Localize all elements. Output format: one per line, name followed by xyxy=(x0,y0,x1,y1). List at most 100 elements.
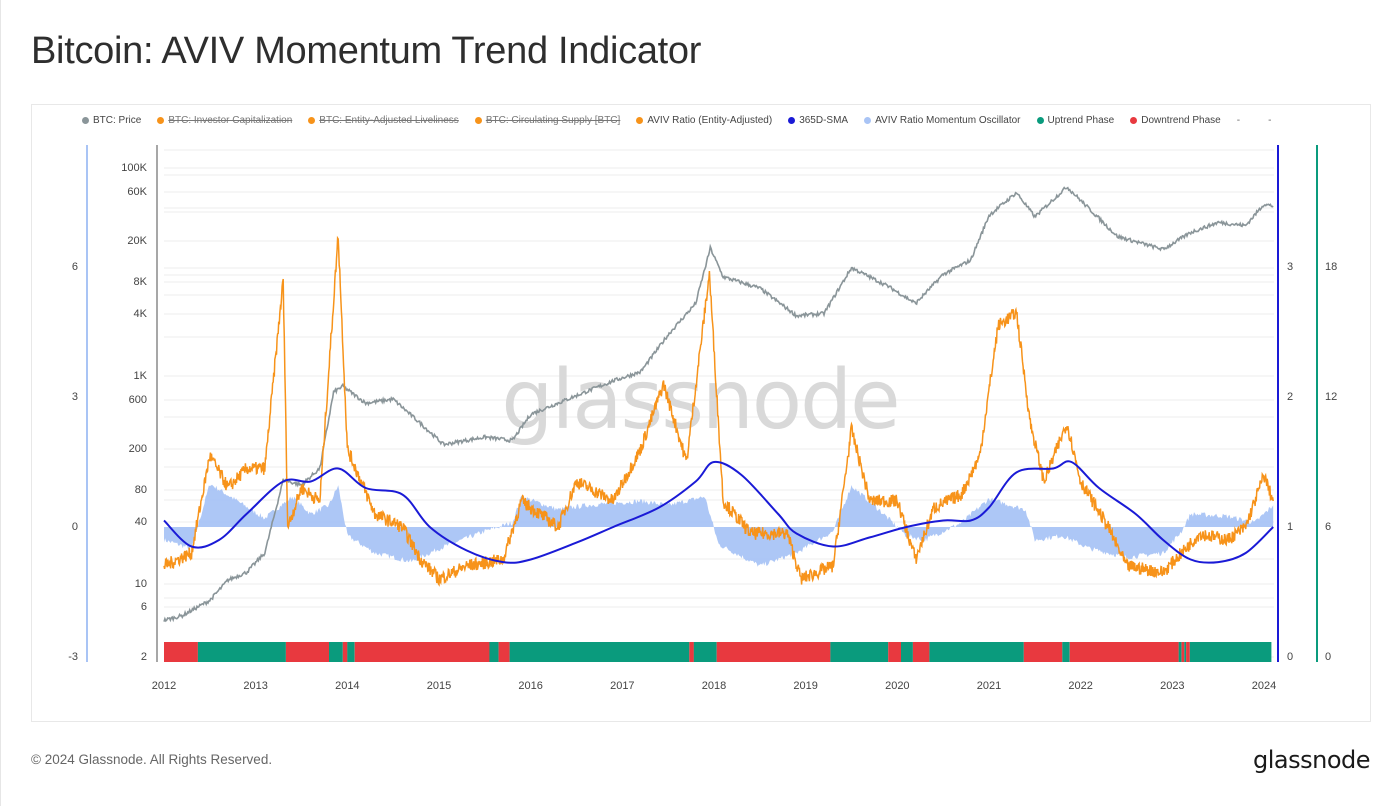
legend-dot-icon xyxy=(636,116,644,124)
downtrend-phase-segment xyxy=(1023,642,1063,662)
price-tick: 200 xyxy=(129,443,147,455)
x-axis-tick: 2021 xyxy=(977,680,1001,692)
x-axis-tick: 2015 xyxy=(427,680,451,692)
uptrend-phase-segment xyxy=(929,642,1024,662)
uptrend-phase-segment xyxy=(901,642,913,662)
series-lines xyxy=(163,186,1274,623)
uptrend-phase-segment xyxy=(830,642,889,662)
legend-label: Downtrend Phase xyxy=(1141,114,1221,126)
legend-dot-icon xyxy=(1130,116,1138,124)
downtrend-phase-segment xyxy=(1186,642,1190,662)
x-axis-tick: 2016 xyxy=(518,680,542,692)
glassnode-logo[interactable]: glassnode xyxy=(1252,746,1371,774)
downtrend-phase-segment xyxy=(888,642,901,662)
legend-item[interactable]: AVIV Ratio Momentum Oscillator xyxy=(864,115,1021,126)
uptrend-phase-segment xyxy=(197,642,286,662)
uptrend-phase-segment xyxy=(693,642,717,662)
oscillator-area xyxy=(164,484,1274,567)
downtrend-phase-segment xyxy=(354,642,490,662)
aviv-ratio-line xyxy=(163,235,1274,587)
downtrend-phase-segment xyxy=(285,642,329,662)
legend-dot-icon xyxy=(474,116,482,124)
phase-bar xyxy=(164,642,1272,662)
phase-tick: 6 xyxy=(1325,521,1331,533)
price-tick: 100K xyxy=(121,162,147,174)
price-tick: 80 xyxy=(135,484,147,496)
uptrend-phase-segment xyxy=(1178,642,1182,662)
downtrend-phase-segment xyxy=(498,642,510,662)
legend-item[interactable]: BTC: Circulating Supply [BTC] xyxy=(474,114,621,126)
downtrend-phase-segment xyxy=(689,642,694,662)
oscillator-area-path xyxy=(164,484,1274,567)
downtrend-phase-segment xyxy=(1181,642,1185,662)
legend-dot-icon xyxy=(308,116,316,124)
x-axis-tick: 2023 xyxy=(1160,680,1184,692)
uptrend-phase-segment xyxy=(1189,642,1272,662)
btc-price-line xyxy=(163,186,1274,623)
price-tick: 10 xyxy=(135,578,147,590)
price-tick: 40 xyxy=(135,516,147,528)
legend-dot-icon xyxy=(82,116,89,124)
price-tick: 4K xyxy=(134,308,148,320)
legend-label: BTC: Entity-Adjusted Liveliness xyxy=(319,114,459,126)
axes: 630-3100K60K20K8K4K1K6002008040106232101… xyxy=(68,145,1337,692)
downtrend-phase-segment xyxy=(912,642,930,662)
aviv-tick: 1 xyxy=(1287,521,1293,533)
legend-label: 365D-SMA xyxy=(799,114,849,126)
x-axis-tick: 2018 xyxy=(702,680,726,692)
legend-label: AVIV Ratio (Entity-Adjusted) xyxy=(647,114,773,126)
phase-tick: 0 xyxy=(1325,651,1331,663)
downtrend-phase-segment xyxy=(342,642,348,662)
legend-item[interactable]: Downtrend Phase xyxy=(1130,115,1221,126)
x-axis-tick: 2022 xyxy=(1068,680,1092,692)
price-tick: 600 xyxy=(129,394,147,406)
x-axis-tick: 2019 xyxy=(793,680,817,692)
x-axis-tick: 2017 xyxy=(610,680,634,692)
watermark: glassnode xyxy=(501,353,898,448)
legend-item[interactable]: - xyxy=(1237,115,1240,126)
uptrend-phase-segment xyxy=(509,642,690,662)
aviv-tick: 3 xyxy=(1287,261,1293,273)
downtrend-phase-segment xyxy=(716,642,831,662)
legend-item[interactable]: BTC: Entity-Adjusted Liveliness xyxy=(308,115,459,126)
chart-frame xyxy=(31,104,1371,722)
legend-dot-icon xyxy=(1036,116,1044,124)
price-tick: 60K xyxy=(127,186,147,198)
page-left-border xyxy=(0,0,1,806)
price-tick: 6 xyxy=(141,601,147,613)
downtrend-phase-segment xyxy=(164,642,198,662)
uptrend-phase-segment xyxy=(1062,642,1070,662)
legend-label: BTC: Circulating Supply [BTC] xyxy=(485,114,621,126)
legend-label: - xyxy=(1268,114,1272,126)
price-tick: 1K xyxy=(134,370,148,382)
oscillator-tick: 3 xyxy=(72,391,78,403)
x-axis-tick: 2020 xyxy=(885,680,909,692)
page-title: Bitcoin: AVIV Momentum Trend Indicator xyxy=(31,30,702,72)
price-tick: 8K xyxy=(134,276,148,288)
x-axis-tick: 2024 xyxy=(1252,680,1276,692)
uptrend-phase-segment xyxy=(489,642,499,662)
uptrend-phase-segment xyxy=(347,642,355,662)
legend-item[interactable]: Uptrend Phase xyxy=(1036,115,1114,126)
legend-label: BTC: Investor Capitalization xyxy=(168,114,293,126)
legend-item[interactable]: BTC: Investor Capitalization xyxy=(157,115,292,126)
legend-dot-icon xyxy=(157,116,165,124)
downtrend-phase-segment xyxy=(1069,642,1179,662)
x-axis-tick: 2013 xyxy=(243,680,267,692)
legend-item[interactable]: 365D-SMA xyxy=(788,115,848,126)
legend-label: - xyxy=(1236,114,1241,126)
aviv-tick: 2 xyxy=(1287,391,1293,403)
phase-tick: 12 xyxy=(1325,391,1337,403)
legend-item[interactable]: AVIV Ratio (Entity-Adjusted) xyxy=(636,115,772,126)
legend-label: BTC: Price xyxy=(93,114,142,126)
x-axis-tick: 2014 xyxy=(335,680,359,692)
legend-dot-icon xyxy=(864,116,872,124)
oscillator-tick: -3 xyxy=(68,651,78,663)
x-axis-tick: 2012 xyxy=(152,680,176,692)
legend-dot-icon xyxy=(788,116,796,124)
legend-item[interactable]: - xyxy=(1268,115,1271,126)
uptrend-phase-segment xyxy=(1184,642,1187,662)
legend-item[interactable]: BTC: Price xyxy=(82,115,141,126)
aviv-tick: 0 xyxy=(1287,651,1293,663)
